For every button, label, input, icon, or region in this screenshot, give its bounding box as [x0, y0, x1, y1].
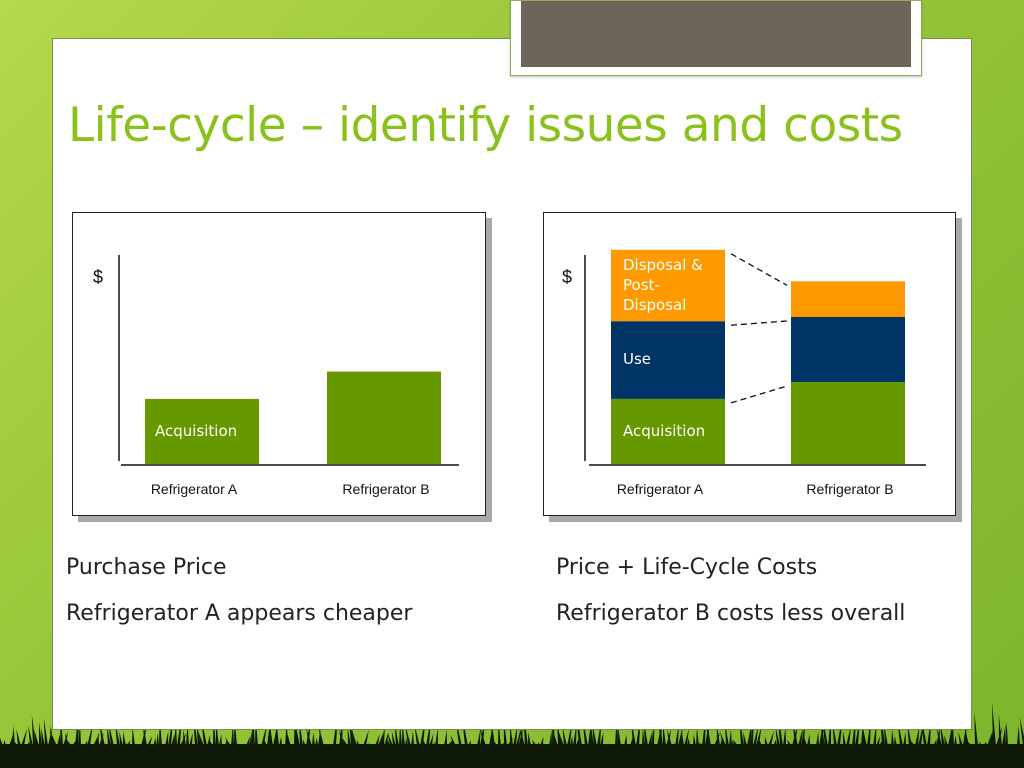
data-label-refrigerator-a-acquisition: Acquisition — [155, 422, 237, 440]
x-tick-label-refrigerator-b: Refrigerator B — [806, 481, 893, 497]
y-axis-label: $ — [562, 267, 572, 287]
grass-border — [0, 698, 1024, 768]
left-caption-conclusion: Refrigerator A appears cheaper — [66, 601, 413, 626]
picture-frame — [510, 0, 922, 76]
x-tick-label-refrigerator-a: Refrigerator A — [151, 481, 238, 497]
connector-use-disposal — [730, 320, 788, 326]
bar-refrigerator-b-disposal-post-disposal — [791, 281, 905, 317]
photo-placeholder — [521, 1, 911, 67]
bar-refrigerator-b-acquisition — [327, 371, 441, 464]
data-label-refrigerator-a-acquisition: Acquisition — [623, 422, 705, 440]
bar-refrigerator-a-acquisition — [611, 398, 725, 464]
x-tick-label-refrigerator-b: Refrigerator B — [342, 481, 429, 497]
bar-refrigerator-b-acquisition — [791, 382, 905, 464]
grass-base — [0, 744, 1024, 768]
bar-refrigerator-a-acquisition — [145, 398, 259, 464]
left-caption-heading: Purchase Price — [66, 555, 227, 580]
life-cycle-chart-svg: $ Refrigerator A Refrigerator B Acquisition… — [562, 249, 926, 497]
data-label-refrigerator-a-use: Use — [623, 350, 651, 368]
bar-refrigerator-a-use — [611, 321, 725, 399]
bar-refrigerator-b-use — [791, 317, 905, 383]
connector-top — [730, 253, 788, 286]
purchase-price-chart-svg: $ Refrigerator A Refrigerator B Acquisition — [93, 255, 459, 497]
data-label-refrigerator-a-disposal-post-disposal: Disposal & Post-Disposal — [623, 256, 703, 314]
purchase-price-chart: $ Refrigerator A Refrigerator B Acquisition — [72, 212, 486, 516]
y-axis-label: $ — [93, 267, 103, 287]
bar-refrigerator-a-disposal-post-disposal — [611, 249, 725, 322]
slide-title: Life-cycle – identify issues and costs — [68, 98, 903, 153]
right-caption-heading: Price + Life-Cycle Costs — [556, 555, 818, 580]
life-cycle-chart: $ Refrigerator A Refrigerator B Acquisition… — [543, 212, 956, 516]
x-tick-label-refrigerator-a: Refrigerator A — [617, 481, 704, 497]
connector-acquisition-use — [730, 385, 788, 404]
right-caption-conclusion: Refrigerator B costs less overall — [556, 601, 906, 626]
